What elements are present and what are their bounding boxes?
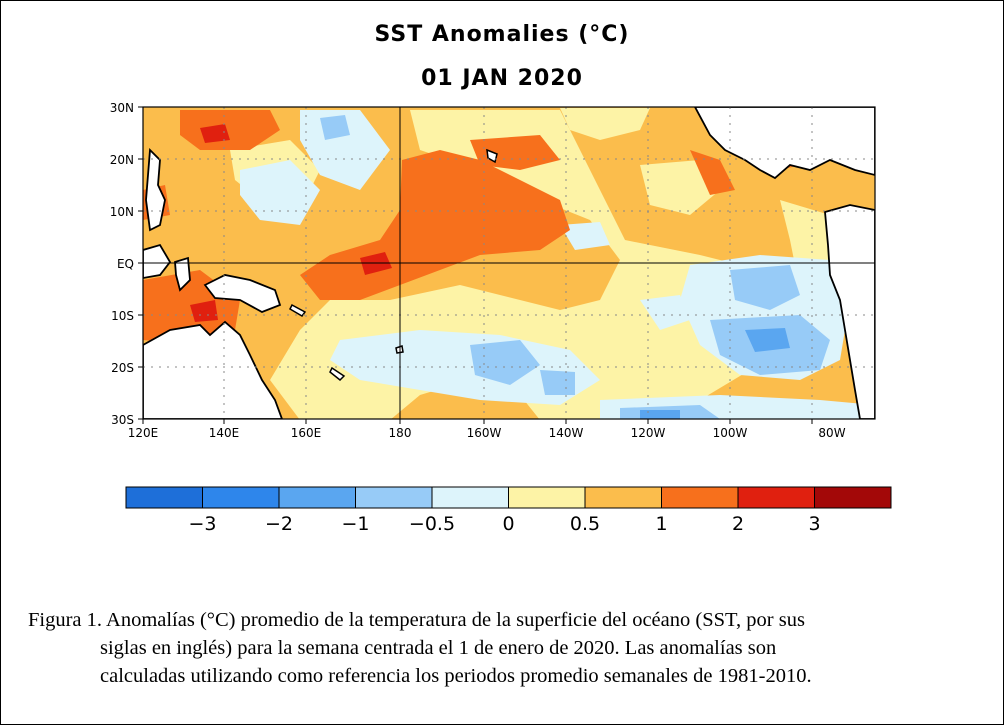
lat-label: 30N bbox=[110, 101, 134, 115]
new-caledonia-landmass bbox=[329, 366, 346, 382]
colorbar-swatch bbox=[508, 486, 586, 509]
axis-ticks bbox=[138, 106, 813, 424]
lon-label: 120W bbox=[631, 426, 666, 440]
sst-map-figure: 30N 20N 10N EQ 10S 20S 30S 120E 140E 160… bbox=[110, 101, 892, 535]
colorbar-tick-label: 1 bbox=[655, 513, 667, 535]
colorbar-tick-label: −1 bbox=[341, 513, 369, 535]
colorbar-tick-label: 2 bbox=[732, 513, 744, 535]
anomaly-region-moderate-negative bbox=[730, 265, 800, 310]
anomaly-region-moderate-negative bbox=[540, 370, 575, 395]
anomaly-region-strong-negative bbox=[745, 328, 790, 352]
lat-label: 10N bbox=[110, 205, 134, 219]
colorbar-swatch bbox=[431, 486, 509, 509]
lon-label: 160E bbox=[291, 426, 322, 440]
anomaly-region-strong-positive bbox=[690, 150, 735, 195]
lat-label: EQ bbox=[117, 257, 134, 271]
anomaly-region-weak-negative bbox=[240, 160, 320, 225]
anomaly-region-weak-negative bbox=[300, 110, 390, 190]
colorbar-swatch bbox=[584, 486, 662, 509]
anomaly-region-very-strong-positive bbox=[190, 300, 218, 322]
caption-line-2: siglas en inglés) para la semana centrad… bbox=[100, 637, 777, 659]
colorbar-swatch bbox=[814, 486, 892, 509]
caption-line-1: Figura 1. Anomalías (°C) promedio de la … bbox=[28, 609, 805, 631]
colorbar-tick-label: −0.5 bbox=[409, 513, 455, 535]
colorbar-legend: −3 −2 −1 −0.5 0 0.5 1 2 3 bbox=[125, 486, 892, 535]
anomaly-region-moderate-negative bbox=[320, 115, 350, 140]
anomaly-region-strong-negative bbox=[640, 410, 680, 419]
lat-labels: 30N 20N 10N EQ 10S 20S 30S bbox=[110, 101, 134, 427]
lon-label: 180 bbox=[389, 426, 412, 440]
lon-label: 80W bbox=[818, 426, 845, 440]
mexico-central-america-landmass bbox=[693, 107, 875, 180]
figure-caption: Figura 1. Anomalías (°C) promedio de la … bbox=[28, 606, 978, 690]
anomaly-region-very-strong-positive bbox=[200, 124, 230, 143]
colorbar-swatch bbox=[355, 486, 433, 509]
map-date: 01 JAN 2020 bbox=[421, 66, 583, 91]
hawaii-landmass bbox=[486, 148, 498, 164]
anomaly-region-weak-positive bbox=[560, 108, 650, 140]
lon-labels: 120E 140E 160E 180 160W 140W 120W 100W 8… bbox=[128, 426, 846, 440]
anomaly-region-weak-positive bbox=[640, 160, 720, 215]
lon-label: 100W bbox=[713, 426, 748, 440]
borneo-landmass bbox=[143, 243, 172, 279]
colorbar-tick-label: −3 bbox=[188, 513, 216, 535]
colorbar-tick-label: −2 bbox=[265, 513, 293, 535]
anomaly-region-moderate-negative bbox=[470, 340, 540, 385]
caption-line-3: calculadas utilizando como referencia lo… bbox=[100, 665, 812, 687]
anomaly-region-weak-negative bbox=[640, 295, 690, 330]
colorbar-swatch bbox=[202, 486, 280, 509]
colorbar-swatch bbox=[737, 486, 815, 509]
colorbar-swatch bbox=[278, 486, 356, 509]
philippines-landmass bbox=[145, 147, 166, 232]
colorbar-tick-label: 3 bbox=[808, 513, 820, 535]
map-grid bbox=[143, 107, 875, 419]
lat-label: 20N bbox=[110, 153, 134, 167]
sulawesi-landmass bbox=[174, 256, 191, 292]
lat-label: 20S bbox=[111, 361, 134, 375]
colorbar-swatch bbox=[661, 486, 739, 509]
lon-label: 140E bbox=[209, 426, 240, 440]
lon-label: 120E bbox=[128, 426, 159, 440]
colorbar-tick-label: 0 bbox=[502, 513, 514, 535]
anomaly-region-weak-negative bbox=[560, 222, 610, 250]
solomon-islands bbox=[289, 303, 307, 317]
colorbar-swatch bbox=[125, 486, 203, 509]
colorbar-tick-label: 0.5 bbox=[570, 513, 600, 535]
lat-label: 10S bbox=[111, 309, 134, 323]
lat-label: 30S bbox=[111, 413, 134, 427]
lon-label: 160W bbox=[467, 426, 502, 440]
australia-landmass bbox=[143, 320, 283, 419]
map-title: SST Anomalies (°C) bbox=[374, 22, 630, 47]
lon-label: 140W bbox=[549, 426, 584, 440]
south-america-landmass bbox=[824, 204, 875, 419]
